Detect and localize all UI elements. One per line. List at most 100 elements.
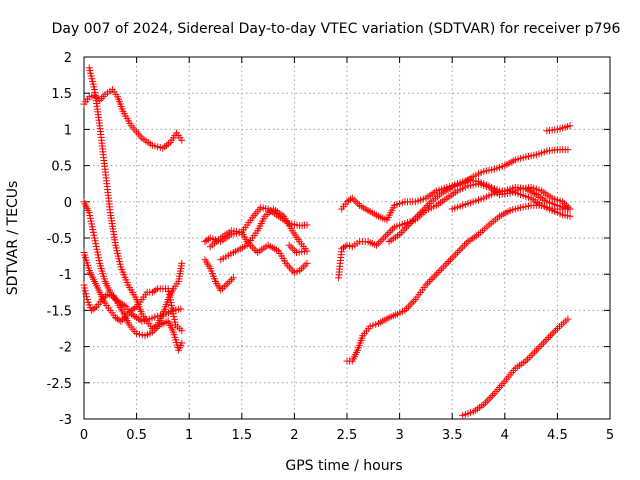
data-point: [289, 267, 297, 275]
data-point: [343, 198, 351, 206]
y-tick-label: 1: [64, 123, 72, 138]
data-point: [406, 301, 414, 309]
data-point: [287, 265, 295, 273]
data-point: [248, 243, 256, 251]
series-s11: [338, 176, 574, 224]
data-point: [417, 209, 425, 217]
data-point: [410, 216, 418, 224]
data-point: [432, 270, 440, 278]
x-tick-label: 5: [606, 428, 614, 443]
data-point: [150, 326, 158, 334]
x-tick-label: 1.5: [231, 428, 252, 443]
data-point: [545, 334, 553, 342]
data-point: [552, 326, 560, 334]
data-point: [178, 339, 186, 347]
y-tick-label: -1.5: [47, 304, 72, 319]
data-point: [455, 247, 463, 255]
x-tick-label: 3.5: [442, 428, 463, 443]
data-point: [531, 348, 539, 356]
data-point: [566, 122, 574, 130]
data-point: [434, 268, 442, 276]
data-point: [415, 210, 423, 218]
data-point: [224, 279, 232, 287]
data-point: [287, 243, 295, 251]
data-point: [133, 314, 141, 322]
data-point: [413, 212, 421, 220]
data-point: [403, 223, 411, 231]
data-point: [301, 261, 309, 269]
data-point: [112, 296, 120, 304]
data-point: [410, 297, 418, 305]
data-point: [383, 230, 391, 238]
data-point: [152, 286, 160, 294]
data-point: [387, 227, 395, 235]
x-tick-label: 4.5: [547, 428, 568, 443]
data-point: [485, 395, 493, 403]
data-point: [131, 312, 139, 320]
data-point: [529, 350, 537, 358]
data-point: [443, 259, 451, 267]
data-point: [203, 236, 211, 244]
data-point: [83, 293, 91, 301]
data-point: [87, 306, 95, 314]
data-point: [482, 399, 490, 407]
x-tick-label: 0: [80, 428, 88, 443]
data-point: [427, 276, 435, 284]
data-point: [411, 214, 419, 222]
data-point: [354, 200, 362, 208]
data-point: [460, 241, 468, 249]
y-tick-label: 2: [64, 51, 72, 66]
data-point: [89, 305, 97, 313]
x-tick-label: 2: [290, 428, 298, 443]
data-point: [550, 328, 558, 336]
y-tick-label: 0.5: [51, 160, 72, 175]
data-point: [429, 274, 437, 282]
data-point: [445, 258, 453, 266]
data-point: [299, 263, 307, 271]
data-point: [222, 281, 230, 289]
data-point: [127, 306, 135, 314]
series-s14: [448, 183, 572, 213]
data-point: [134, 315, 142, 323]
data-point: [148, 288, 156, 296]
series-s12: [343, 201, 574, 365]
y-tick-label: 0: [64, 196, 72, 211]
data-point: [532, 346, 540, 354]
data-point: [119, 316, 127, 324]
data-point: [396, 230, 404, 238]
data-point: [424, 279, 432, 287]
data-point: [406, 220, 414, 228]
data-point: [178, 327, 186, 335]
series-s8: [206, 227, 311, 277]
data-point: [289, 245, 297, 253]
y-tick-label: -2: [59, 341, 72, 356]
series-s9: [217, 205, 311, 264]
series-s16: [459, 315, 572, 419]
data-point: [347, 195, 355, 203]
data-point: [534, 344, 542, 352]
data-point: [401, 225, 409, 233]
data-point: [303, 259, 311, 267]
data-point: [422, 203, 430, 211]
data-point: [524, 355, 532, 363]
data-point: [385, 229, 393, 237]
data-point: [120, 314, 128, 322]
data-point: [539, 339, 547, 347]
data-point: [117, 317, 125, 325]
data-point: [226, 277, 234, 285]
data-point: [420, 205, 428, 213]
data-point: [438, 265, 446, 273]
data-point: [401, 306, 409, 314]
data-point: [382, 232, 390, 240]
data-point: [303, 221, 311, 229]
data-point: [397, 229, 405, 237]
data-point: [131, 304, 139, 312]
data-point: [436, 267, 444, 275]
data-point: [229, 274, 237, 282]
data-point: [408, 299, 416, 307]
y-tick-label: -1: [59, 268, 72, 283]
data-point: [546, 332, 554, 340]
data-point: [487, 393, 495, 401]
data-point: [129, 305, 137, 313]
data-point: [284, 261, 292, 269]
